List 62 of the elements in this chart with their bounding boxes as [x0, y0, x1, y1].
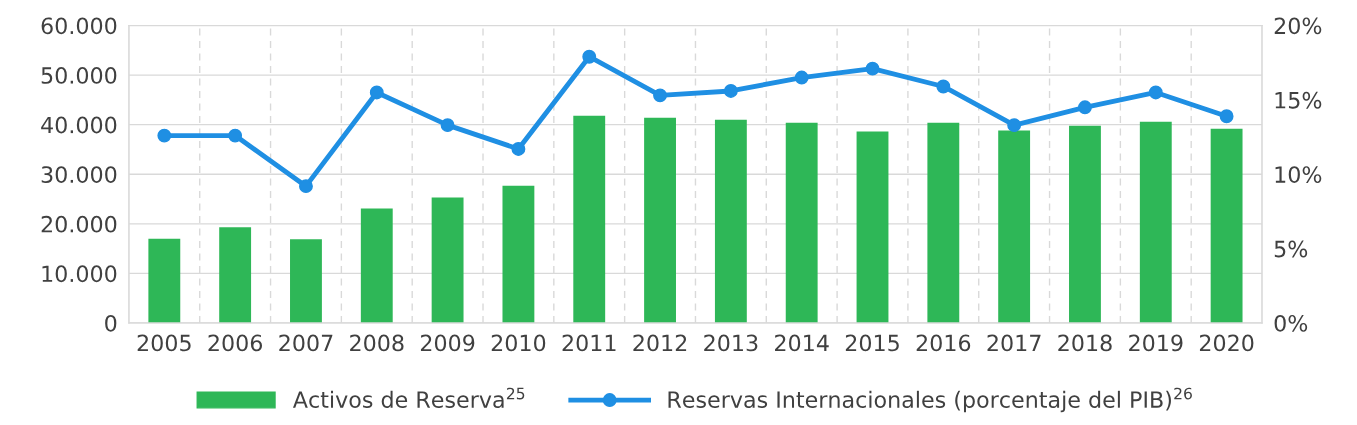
y-tick-label: 30.000 [41, 166, 117, 184]
x-tick-label: 2008 [350, 334, 404, 352]
x-tick-label: 2013 [704, 334, 758, 352]
point [723, 84, 738, 98]
y-tick-label: 10.000 [42, 265, 117, 283]
bar [998, 130, 1031, 323]
point [794, 70, 809, 85]
bar [644, 117, 676, 323]
point [1219, 109, 1234, 124]
bar [148, 238, 181, 323]
x-tick-label: 2018 [1058, 334, 1112, 352]
point [157, 128, 172, 143]
bar [219, 227, 252, 323]
point [369, 85, 384, 100]
bar [714, 119, 747, 323]
point [511, 142, 526, 156]
y2-tick-label: 20% [1274, 17, 1322, 35]
point [582, 49, 597, 64]
y-tick-label: 40.000 [41, 116, 117, 134]
point [299, 179, 313, 194]
y-tick-label: 0 [105, 314, 117, 332]
y2-tick-label: 0% [1274, 314, 1308, 332]
x-tick-label: 2006 [208, 334, 263, 352]
legend-label: Activos de Reserva$^{25}$ [292, 387, 525, 408]
x-tick-label: 2011 [562, 334, 616, 352]
bar [502, 185, 535, 323]
bar [573, 115, 606, 323]
point [228, 128, 243, 143]
bar [1139, 121, 1172, 323]
x-tick-label: 2014 [775, 334, 829, 352]
point [1148, 85, 1163, 100]
bar [1069, 125, 1101, 323]
x-tick-label: 2005 [137, 334, 191, 352]
x-tick-label: 2016 [916, 334, 971, 352]
bar [290, 239, 322, 323]
point [653, 88, 667, 103]
bar [856, 131, 889, 323]
bar [431, 197, 464, 323]
x-tick-label: 2012 [633, 334, 687, 352]
x-tick-label: 2007 [279, 334, 333, 352]
y2-tick-label: 5% [1274, 240, 1308, 258]
point [1078, 100, 1092, 115]
y-tick-label: 60.000 [41, 17, 117, 35]
y2-tick-label: 10% [1275, 166, 1322, 184]
bar [927, 122, 960, 323]
x-tick-label: 2019 [1129, 334, 1183, 352]
point [1007, 118, 1022, 133]
point [936, 79, 951, 94]
bar [1210, 128, 1243, 323]
y2-tick-label: 15% [1275, 91, 1322, 109]
x-tick-label: 2020 [1199, 334, 1254, 352]
x-tick-label: 2010 [491, 334, 546, 352]
point [440, 118, 455, 133]
x-tick-label: 2015 [845, 334, 899, 352]
x-tick-label: 2009 [420, 334, 475, 352]
x-tick-label: 2017 [987, 334, 1041, 352]
legend-label: Reservas Internacionales (porcentaje del PIB)$^{26}$ [668, 387, 1192, 413]
bar [785, 122, 818, 323]
y-tick-label: 50.000 [41, 67, 117, 84]
bar [360, 208, 393, 323]
y-tick-label: 20.000 [41, 215, 117, 233]
point [865, 61, 880, 76]
